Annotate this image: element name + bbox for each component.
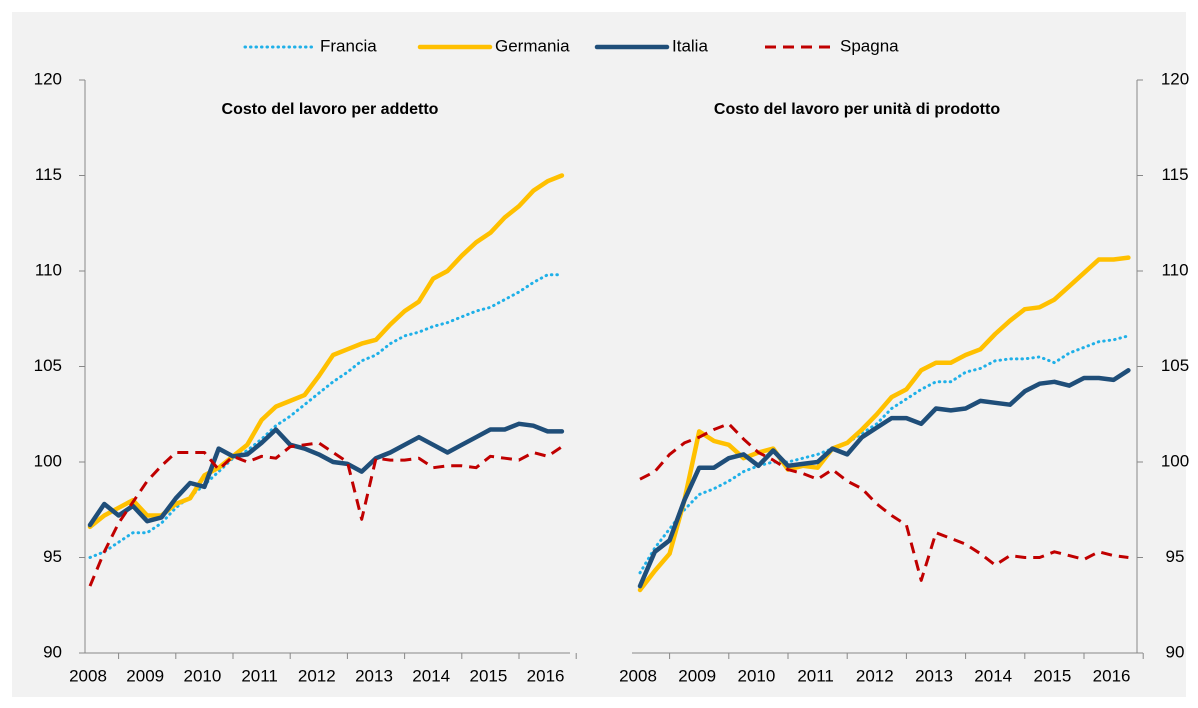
- y-tick-label: 105: [1161, 356, 1189, 375]
- series-line: [88, 441, 563, 587]
- legend-label: Germania: [495, 36, 570, 55]
- y-tick-label: 90: [1166, 642, 1185, 661]
- y-tick-label: 120: [34, 69, 62, 88]
- x-tick-label: 2010: [183, 666, 221, 685]
- chart-title: Costo del lavoro per unità di prodotto: [714, 101, 1000, 118]
- x-tick-label: 2016: [1093, 666, 1131, 685]
- legend-label: Spagna: [840, 36, 899, 55]
- x-tick-label: 2011: [241, 666, 278, 685]
- y-tick-label: 110: [1161, 260, 1188, 279]
- legend-label: Italia: [672, 36, 708, 55]
- x-tick-label: 2015: [469, 666, 507, 685]
- series-line: [87, 421, 565, 528]
- series-line: [639, 422, 1129, 582]
- y-tick-label: 100: [1161, 451, 1189, 470]
- y-tick-label: 115: [1161, 165, 1188, 184]
- x-tick-label: 2014: [974, 666, 1012, 685]
- y-tick-label: 95: [1166, 547, 1185, 566]
- x-tick-label: 2013: [915, 666, 953, 685]
- x-tick-label: 2015: [1033, 666, 1071, 685]
- x-tick-label: 2012: [856, 666, 894, 685]
- x-tick-label: 2013: [355, 666, 393, 685]
- y-tick-label: 110: [35, 260, 62, 279]
- x-tick-label: 2008: [619, 666, 657, 685]
- y-tick-label: 95: [43, 547, 62, 566]
- x-tick-label: 2014: [412, 666, 450, 685]
- y-tick-label: 90: [43, 642, 62, 661]
- chart-title: Costo del lavoro per addetto: [222, 101, 439, 118]
- x-tick-label: 2011: [797, 666, 834, 685]
- legend-label: Francia: [320, 36, 377, 55]
- x-tick-label: 2016: [527, 666, 565, 685]
- series-line: [637, 255, 1131, 593]
- x-tick-label: 2008: [69, 666, 107, 685]
- y-tick-label: 105: [34, 356, 62, 375]
- x-tick-label: 2009: [126, 666, 164, 685]
- y-tick-label: 115: [35, 165, 62, 184]
- series-line: [638, 334, 1130, 575]
- x-tick-label: 2010: [737, 666, 775, 685]
- x-tick-label: 2009: [678, 666, 716, 685]
- y-tick-label: 100: [34, 451, 62, 470]
- x-tick-label: 2012: [298, 666, 336, 685]
- series-line: [637, 368, 1131, 589]
- y-tick-label: 120: [1161, 69, 1189, 88]
- chart-background: [12, 12, 1186, 697]
- series-line: [88, 273, 564, 559]
